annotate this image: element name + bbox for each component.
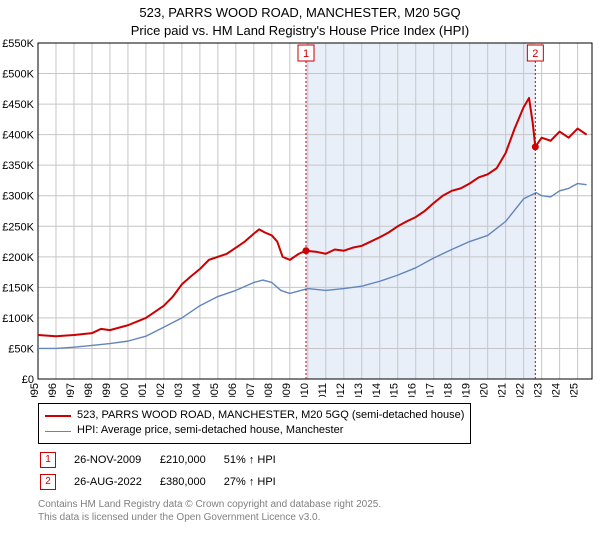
legend: 523, PARRS WOOD ROAD, MANCHESTER, M20 5G… [38,403,471,444]
marker-icon: 1 [40,452,56,468]
svg-text:1: 1 [303,48,309,60]
svg-text:2002: 2002 [155,383,167,397]
svg-text:2001: 2001 [137,383,149,397]
sales-table: 1 26-NOV-2009 £210,000 51% ↑ HPI 2 26-AU… [38,448,294,494]
svg-text:2006: 2006 [227,383,239,397]
svg-text:2011: 2011 [317,383,329,397]
svg-text:2005: 2005 [209,383,221,397]
svg-text:1999: 1999 [101,383,113,397]
sale-price: £380,000 [160,472,222,492]
sale-date: 26-AUG-2022 [74,472,158,492]
title-line-2: Price paid vs. HM Land Registry's House … [131,23,469,38]
svg-text:2015: 2015 [389,383,401,397]
marker-icon: 2 [40,474,56,490]
svg-text:2009: 2009 [281,383,293,397]
legend-swatch-blue [45,431,71,432]
svg-text:£250K: £250K [2,221,34,233]
svg-text:£150K: £150K [2,282,34,294]
svg-text:£300K: £300K [2,191,34,203]
table-row: 1 26-NOV-2009 £210,000 51% ↑ HPI [40,450,292,470]
table-row: 2 26-AUG-2022 £380,000 27% ↑ HPI [40,472,292,492]
sale-date: 26-NOV-2009 [74,450,158,470]
svg-text:2004: 2004 [191,383,203,397]
svg-text:2013: 2013 [353,383,365,397]
svg-text:£200K: £200K [2,252,34,264]
svg-text:2023: 2023 [533,383,545,397]
svg-text:2020: 2020 [479,383,491,397]
svg-text:2010: 2010 [299,383,311,397]
svg-text:2017: 2017 [425,383,437,397]
legend-label: HPI: Average price, semi-detached house,… [77,423,343,438]
legend-row-hpi: HPI: Average price, semi-detached house,… [45,423,464,438]
svg-text:2018: 2018 [443,383,455,397]
sale-price: £210,000 [160,450,222,470]
svg-text:£500K: £500K [2,69,34,81]
svg-text:1998: 1998 [83,383,95,397]
svg-text:2022: 2022 [515,383,527,397]
legend-label: 523, PARRS WOOD ROAD, MANCHESTER, M20 5G… [77,408,464,423]
svg-text:2014: 2014 [371,383,383,397]
svg-text:2025: 2025 [569,383,581,397]
attribution-line: This data is licensed under the Open Gov… [38,512,320,523]
svg-text:2: 2 [532,48,538,60]
svg-text:£50K: £50K [8,344,34,356]
svg-text:2000: 2000 [119,383,131,397]
svg-text:2024: 2024 [551,383,563,397]
svg-text:2008: 2008 [263,383,275,397]
chart-title: 523, PARRS WOOD ROAD, MANCHESTER, M20 5G… [0,0,600,39]
svg-text:£400K: £400K [2,130,34,142]
svg-text:£550K: £550K [2,39,34,50]
sale-vs-hpi: 27% ↑ HPI [224,472,292,492]
svg-text:1997: 1997 [65,383,77,397]
chart-area: £0£50K£100K£150K£200K£250K£300K£350K£400… [0,39,600,397]
attribution-line: Contains HM Land Registry data © Crown c… [38,499,381,510]
attribution: Contains HM Land Registry data © Crown c… [38,498,600,524]
line-chart: £0£50K£100K£150K£200K£250K£300K£350K£400… [0,39,600,397]
svg-text:2007: 2007 [245,383,257,397]
svg-text:2021: 2021 [497,383,509,397]
legend-row-price: 523, PARRS WOOD ROAD, MANCHESTER, M20 5G… [45,408,464,423]
sale-vs-hpi: 51% ↑ HPI [224,450,292,470]
svg-text:1995: 1995 [29,383,41,397]
svg-text:£350K: £350K [2,160,34,172]
title-line-1: 523, PARRS WOOD ROAD, MANCHESTER, M20 5G… [139,5,460,20]
svg-text:£450K: £450K [2,99,34,111]
svg-text:1996: 1996 [47,383,59,397]
svg-text:£100K: £100K [2,313,34,325]
legend-swatch-red [45,415,71,417]
svg-text:2012: 2012 [335,383,347,397]
svg-text:2003: 2003 [173,383,185,397]
svg-text:2016: 2016 [407,383,419,397]
svg-text:2019: 2019 [461,383,473,397]
